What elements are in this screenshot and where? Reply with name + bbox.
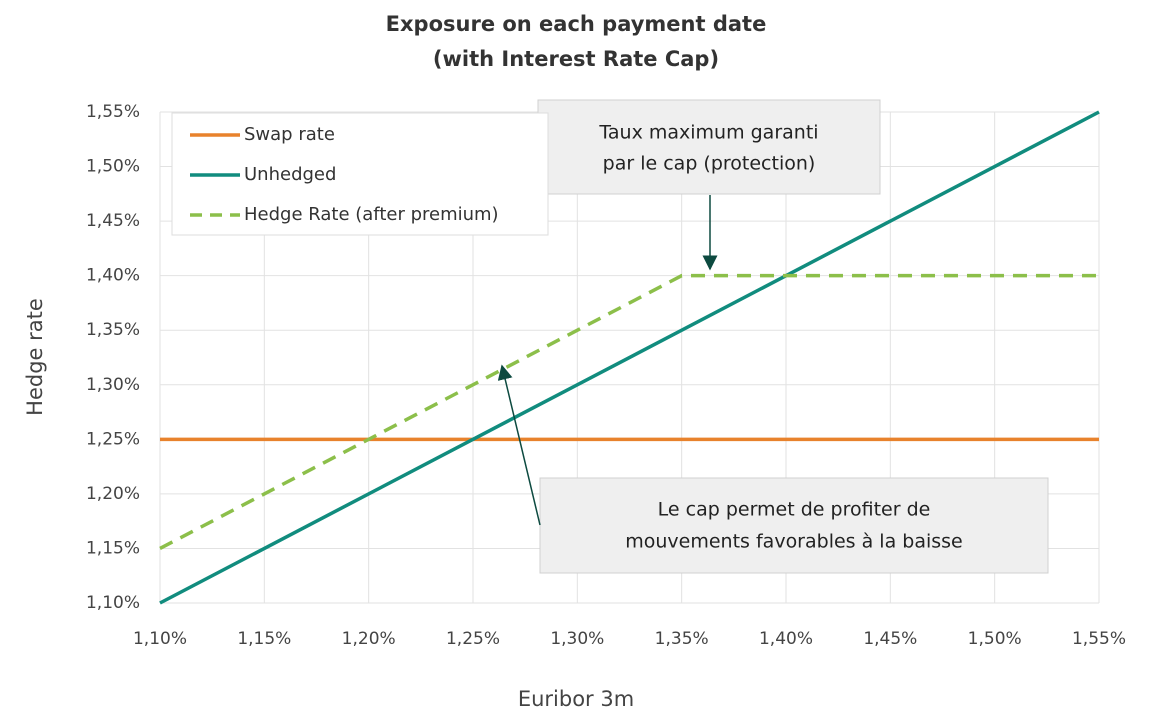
y-tick-label: 1,35% (86, 320, 140, 340)
x-tick-label: 1,45% (863, 629, 917, 649)
annotation-text: par le cap (protection) (603, 153, 816, 175)
x-tick-label: 1,40% (759, 629, 813, 649)
y-tick-label: 1,30% (86, 375, 140, 395)
x-tick-label: 1,25% (446, 629, 500, 649)
x-tick-label: 1,30% (550, 629, 604, 649)
annotation-text: Taux maximum garanti (598, 122, 818, 144)
x-tick-label: 1,55% (1072, 629, 1126, 649)
chart-title: (with Interest Rate Cap) (433, 47, 719, 71)
y-tick-label: 1,50% (86, 157, 140, 177)
y-tick-label: 1,55% (86, 102, 140, 122)
annotation-box (539, 477, 1049, 574)
legend-label: Swap rate (244, 124, 335, 145)
y-axis-label: Hedge rate (23, 298, 47, 416)
x-tick-label: 1,20% (342, 629, 396, 649)
y-tick-label: 1,25% (86, 429, 140, 449)
annotation-text: Le cap permet de profiter de (658, 499, 931, 521)
x-tick-label: 1,35% (655, 629, 709, 649)
y-tick-label: 1,15% (86, 538, 140, 558)
y-tick-label: 1,45% (86, 211, 140, 231)
series-line (159, 110, 1100, 605)
legend-label: Unhedged (244, 164, 336, 185)
chart-title: Exposure on each payment date (386, 12, 767, 36)
legend-label: Hedge Rate (after premium) (244, 204, 499, 225)
lines (159, 110, 1100, 605)
x-axis-label: Euribor 3m (518, 687, 634, 711)
y-tick-label: 1,40% (86, 266, 140, 286)
x-tick-label: 1,15% (237, 629, 291, 649)
series-line (159, 273, 1099, 550)
annotation-box (537, 99, 881, 195)
x-tick-label: 1,50% (968, 629, 1022, 649)
annotation-arrow (497, 364, 541, 526)
y-tick-label: 1,20% (86, 484, 140, 504)
x-tick-label: 1,10% (133, 629, 187, 649)
annotation-text: mouvements favorables à la baisse (625, 531, 962, 553)
y-tick-label: 1,10% (86, 593, 140, 613)
